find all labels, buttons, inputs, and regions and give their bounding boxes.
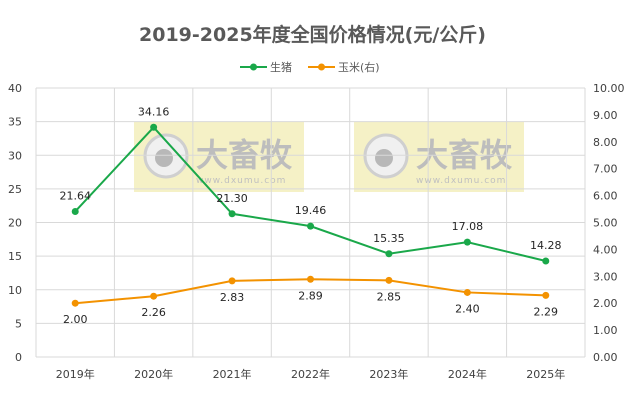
y-right-tick: 7.00 [593,163,618,176]
x-tick: 2023年 [369,367,408,381]
watermark-url: www.dxumu.com [196,176,286,186]
data-point [542,291,550,299]
legend-marker [318,63,325,71]
y-right-tick: 6.00 [593,190,618,203]
data-point [150,123,158,131]
watermark-url: www.dxumu.com [416,176,506,186]
data-label: 2.85 [377,290,402,303]
y-right-tick: 10.00 [593,82,625,95]
y-left-tick: 30 [8,149,22,162]
y-right-tick: 8.00 [593,136,618,149]
y-left-tick: 25 [8,183,22,196]
x-tick: 2019年 [56,367,95,381]
y-left-tick: 10 [8,284,22,297]
y-left-tick: 5 [15,317,22,330]
data-point [542,257,550,265]
y-right-tick: 4.00 [593,243,618,256]
data-point [385,250,393,258]
data-label: 2.89 [298,289,323,302]
watermark-pupil [155,149,173,167]
data-label: 21.64 [59,189,91,202]
y-left-tick: 35 [8,116,22,129]
data-label: 17.08 [452,220,484,233]
data-label: 15.35 [373,232,405,245]
data-label: 2.29 [534,305,559,318]
y-right-tick: 1.00 [593,324,618,337]
y-right-tick: 2.00 [593,297,618,310]
y-left-tick: 15 [8,250,22,263]
data-point [228,277,236,285]
data-label: 14.28 [530,239,562,252]
y-right-tick: 3.00 [593,270,618,283]
legend-label: 玉米(右) [338,60,380,74]
data-point [307,222,314,230]
legend-label: 生猪 [270,60,292,74]
data-point [71,299,79,307]
y-left-tick: 0 [15,351,22,364]
data-label: 19.46 [295,204,327,217]
x-tick: 2024年 [448,367,487,381]
data-point [307,275,314,283]
x-tick: 2021年 [213,367,252,381]
chart-title: 2019-2025年度全国价格情况(元/公斤) [139,24,486,46]
data-label: 2.40 [455,302,480,315]
y-right-tick: 0.00 [593,351,618,364]
data-point [463,288,471,296]
data-point [385,276,393,284]
data-label: 34.16 [138,105,170,118]
y-left-tick: 40 [8,82,22,95]
data-label: 2.26 [141,306,166,319]
data-label: 2.83 [220,291,245,304]
x-tick: 2022年 [291,367,330,381]
data-label: 2.00 [63,313,88,326]
data-label: 21.30 [216,192,248,205]
x-tick: 2025年 [526,367,565,381]
y-right-tick: 5.00 [593,217,618,230]
data-point [150,292,158,300]
legend-marker [250,63,257,71]
data-point [228,210,236,218]
data-point [71,207,79,215]
data-point [463,238,471,246]
y-right-tick: 9.00 [593,109,618,122]
y-left-tick: 20 [8,217,22,230]
watermark-pupil [375,149,393,167]
x-tick: 2020年 [134,367,173,381]
